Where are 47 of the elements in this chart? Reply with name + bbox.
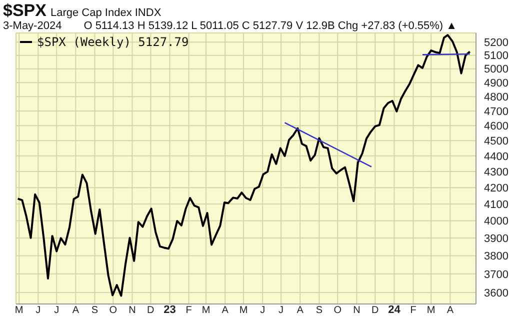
- y-tick-label: 4400: [484, 150, 508, 163]
- y-tick-label: 3700: [484, 268, 508, 281]
- x-tick-label: J: [36, 305, 41, 316]
- x-tick-label: A: [296, 305, 304, 316]
- x-tick-label: S: [91, 305, 98, 316]
- y-tick-label: 4500: [484, 135, 508, 148]
- x-tick-label: 24: [388, 304, 402, 316]
- x-tick-label: A: [222, 305, 229, 316]
- line-series: [16, 34, 471, 297]
- text: O 5114.13 H 5139.12 L 5011.05 C 5127.79 V 12.9B Chg +27.83 (+0.55%) ▲: [84, 20, 458, 32]
- x-tick-label: D: [372, 305, 379, 316]
- x-tick-label: M: [202, 305, 210, 316]
- x-tick-label: M: [14, 305, 24, 316]
- x-tick-label: F: [410, 305, 416, 316]
- y-tick-label: 4000: [484, 216, 508, 228]
- x-tick-label: J: [278, 305, 284, 316]
- x-tick-label: A: [72, 305, 80, 316]
- y-tick-label: 4800: [484, 92, 508, 104]
- y-tick-label: 4300: [484, 166, 508, 178]
- text: 3-May-2024: [3, 20, 62, 32]
- x-tick-label: O: [109, 305, 118, 316]
- y-tick-label: 3900: [484, 232, 508, 245]
- y-tick-label: 4900: [484, 77, 508, 90]
- x-tick-label: M: [239, 305, 248, 316]
- x-tick-label: D: [147, 305, 154, 316]
- y-tick-label: 5100: [484, 50, 508, 62]
- y-tick-label: 3800: [484, 250, 508, 263]
- chart-subtitle: Large Cap Index INDX: [50, 7, 162, 19]
- y-tick-label: 4600: [484, 120, 508, 133]
- x-tick-label: S: [316, 305, 323, 316]
- y-tick-label: 3600: [484, 287, 508, 300]
- chart-title: $SPX: [3, 1, 46, 20]
- y-tick-label: 5000: [484, 64, 508, 76]
- y-tick-label: 4700: [484, 106, 508, 118]
- x-tick-label: N: [128, 305, 136, 316]
- legend-label: $SPX (Weekly) 5127.79: [37, 35, 189, 49]
- x-tick-label: O: [334, 305, 342, 316]
- x-tick-label: M: [426, 305, 436, 316]
- y-tick-label: 4100: [484, 198, 508, 211]
- y-tick-label: 4200: [484, 182, 508, 194]
- y-tick-label: 5200: [484, 37, 508, 50]
- x-tick-label: J: [54, 305, 60, 316]
- x-tick-label: 23: [164, 304, 176, 316]
- x-tick-label: N: [353, 305, 360, 316]
- x-tick-label: J: [260, 305, 266, 316]
- x-tick-label: F: [186, 305, 192, 316]
- x-tick-label: A: [446, 305, 454, 316]
